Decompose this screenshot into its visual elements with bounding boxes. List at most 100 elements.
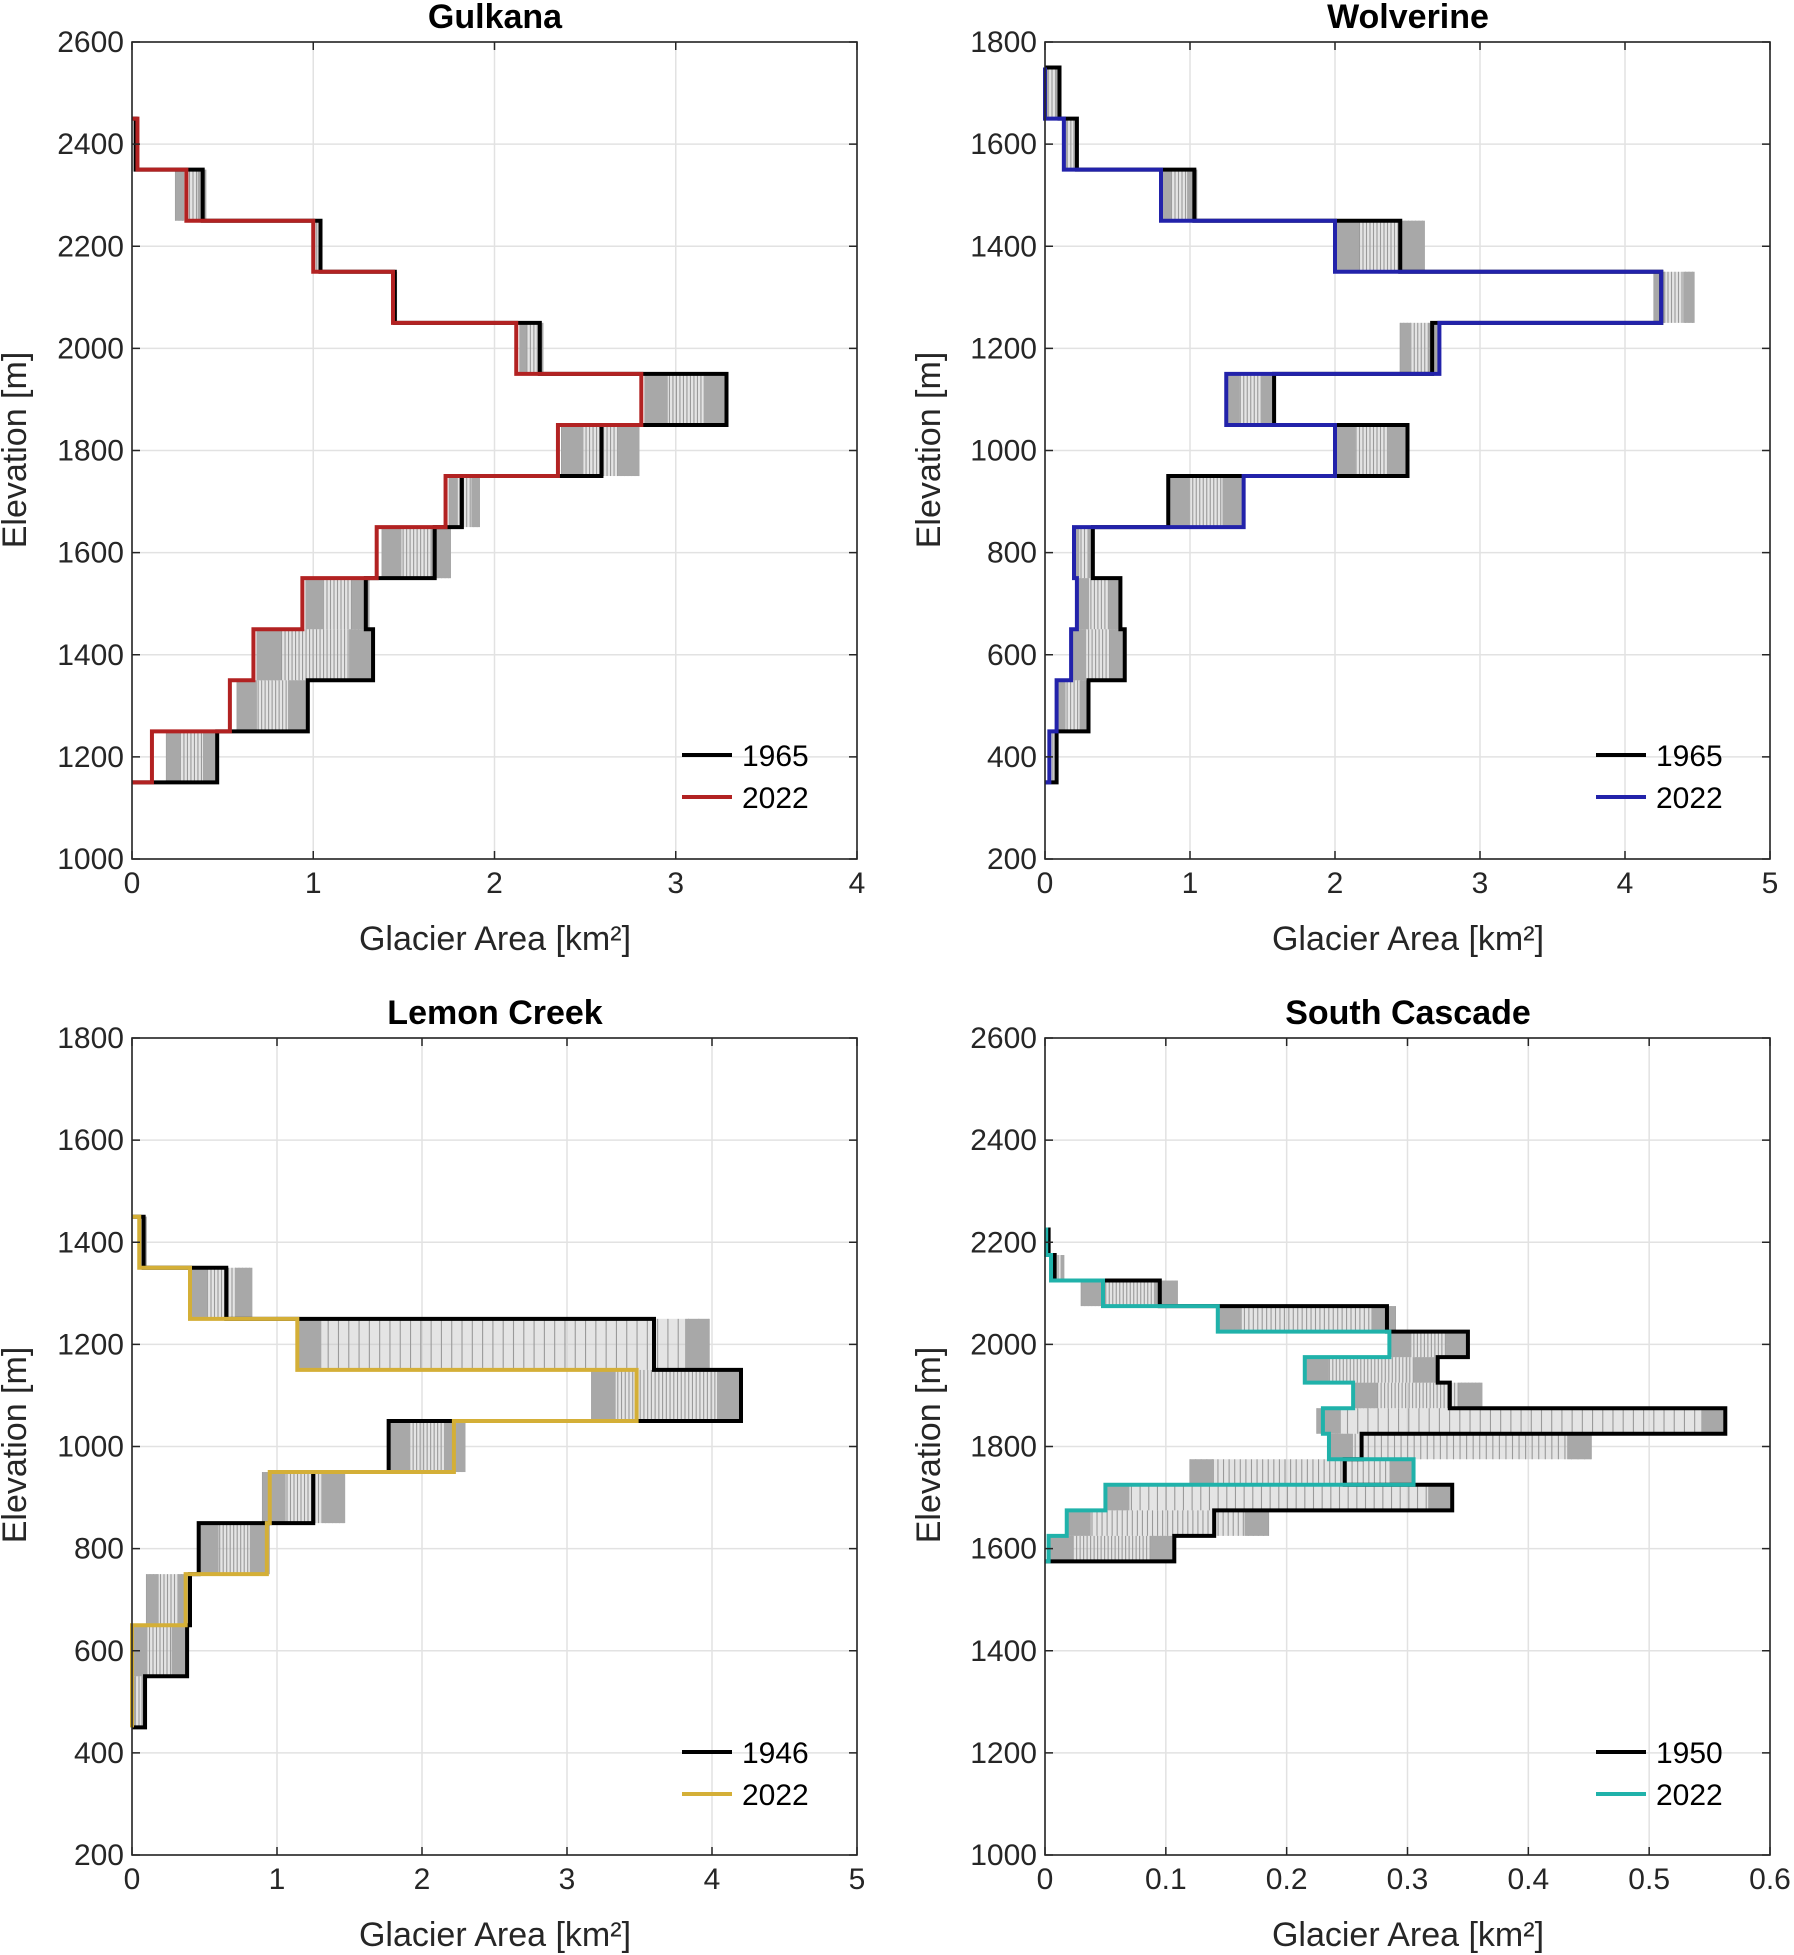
wolverine-x-tick-label-0: 0 <box>1037 867 1054 900</box>
wolverine-change-band-13 <box>1044 67 1060 119</box>
gulkana-change-band-6-high-block <box>617 424 640 477</box>
wolverine-change-band-13-low-block <box>1045 67 1050 119</box>
south-cascade-y-tick-label-5: 2000 <box>970 1328 1037 1361</box>
wolverine-change-band-5-low-block <box>1168 476 1190 528</box>
wolverine-y-tick-label-1: 400 <box>987 741 1037 774</box>
south-cascade-x-tick-label-2: 0.2 <box>1266 1863 1308 1896</box>
south-cascade-series-1950 <box>1045 1227 1728 1564</box>
lemon-creek-y-tick-label-1: 400 <box>74 1737 124 1770</box>
lemon-creek-change-band-2-low-block <box>146 1574 159 1626</box>
lemon-creek-x-tick-label-4: 4 <box>704 1863 721 1896</box>
lemon-creek-legend-label-2: 2022 <box>742 1779 809 1812</box>
south-cascade-y-tick-label-0: 1000 <box>970 1839 1037 1872</box>
gulkana-change-band-2-low-block <box>257 629 282 681</box>
south-cascade-change-band-6-low-block <box>1353 1382 1378 1409</box>
wolverine-y-axis-label: Elevation [m] <box>910 352 948 549</box>
gulkana-legend-label-2: 2022 <box>742 782 809 815</box>
gulkana-change-band-7-low-block <box>644 373 668 425</box>
south-cascade-x-tick-label-0: 0 <box>1037 1863 1054 1896</box>
lemon-creek-series-2022 <box>130 1214 639 1728</box>
lemon-creek-change-band-3 <box>198 1523 270 1575</box>
gulkana-x-tick-label-3: 3 <box>667 867 684 900</box>
wolverine-x-tick-label-1: 1 <box>1182 867 1199 900</box>
south-cascade-change-band-3 <box>1189 1459 1415 1485</box>
lemon-creek-x-tick-label-3: 3 <box>559 1863 576 1896</box>
wolverine-y-tick-label-2: 600 <box>987 639 1037 672</box>
south-cascade-x-tick-label-5: 0.5 <box>1628 1863 1670 1896</box>
gulkana-y-tick-label-6: 2200 <box>57 230 124 263</box>
wolverine-change-band-11-low-block <box>1161 169 1172 221</box>
lemon-creek-y-tick-label-0: 200 <box>74 1839 124 1872</box>
wolverine-legend-label-2: 2022 <box>1656 782 1723 815</box>
wolverine-series-2022 <box>1043 67 1664 785</box>
wolverine-y-tick-label-5: 1200 <box>970 332 1037 365</box>
lemon-creek-x-axis-label: Glacier Area [km²] <box>359 1916 631 1954</box>
wolverine-title: Wolverine <box>1327 0 1489 36</box>
wolverine-series-1965 <box>1045 65 1664 785</box>
wolverine-change-band-7-high-block <box>1260 373 1275 425</box>
gulkana-change-band-2 <box>256 629 374 681</box>
lemon-creek-y-tick-label-6: 1400 <box>57 1226 124 1259</box>
gulkana-change-band-5 <box>448 476 480 528</box>
south-cascade-y-tick-label-8: 2600 <box>970 1022 1037 1055</box>
south-cascade-x-axis-label: Glacier Area [km²] <box>1272 1916 1544 1954</box>
south-cascade-legend: 1950 2022 <box>1596 1737 1723 1812</box>
south-cascade-y-tick-label-7: 2400 <box>970 1124 1037 1157</box>
lemon-creek-change-band-5-low-block <box>388 1420 411 1473</box>
wolverine-change-band-7-low-block <box>1226 373 1240 425</box>
south-cascade-y-tick-label-2: 1400 <box>970 1635 1037 1668</box>
gulkana-legend: 1965 2022 <box>682 740 809 815</box>
lemon-creek-y-tick-label-3: 800 <box>74 1533 124 1566</box>
wolverine-y-tick-label-7: 1600 <box>970 128 1037 161</box>
south-cascade-change-band-2 <box>1104 1484 1453 1511</box>
lemon-creek-x-tick-label-2: 2 <box>414 1863 431 1896</box>
gulkana-y-tick-label-7: 2400 <box>57 128 124 161</box>
south-cascade-change-band-4-low-block <box>1328 1433 1353 1460</box>
south-cascade-change-band-1-low-block <box>1066 1510 1091 1536</box>
south-cascade-change-band-1 <box>1066 1510 1270 1536</box>
wolverine-y-tick-label-8: 1800 <box>970 26 1037 59</box>
wolverine-x-axis-label: Glacier Area [km²] <box>1272 920 1544 958</box>
gulkana-change-band-6-low-block <box>561 424 584 477</box>
lemon-creek-x-tick-label-0: 0 <box>124 1863 141 1896</box>
gulkana-change-band-2-high-block <box>349 629 374 681</box>
wolverine-change-band-7 <box>1225 373 1275 425</box>
gulkana-change-band-5-low-block <box>449 476 458 528</box>
south-cascade-x-tick-label-1: 0.1 <box>1145 1863 1187 1896</box>
south-cascade-change-band-7-high-block <box>1413 1357 1438 1383</box>
lemon-creek-plot-area: 0 1 2 3 4 5 200 400 600 800 1000 1200 1400 1600 1800 <box>57 1022 865 1896</box>
south-cascade-x-tick-label-3: 0.3 <box>1387 1863 1429 1896</box>
gulkana-title: Gulkana <box>428 0 563 36</box>
gulkana-x-tick-label-1: 1 <box>305 867 322 900</box>
gulkana-change-band-0-high-block <box>202 731 218 783</box>
wolverine-x-tick-label-2: 2 <box>1327 867 1344 900</box>
wolverine-change-band-11 <box>1160 169 1198 221</box>
lemon-creek-change-band-1 <box>131 1625 188 1677</box>
gulkana-y-axis-label: Elevation [m] <box>0 352 34 549</box>
lemon-creek-y-tick-label-7: 1600 <box>57 1124 124 1157</box>
wolverine-change-band-1-low-block <box>1056 680 1066 732</box>
gulkana-legend-label-1: 1965 <box>742 740 809 773</box>
gulkana-change-band-8-low-block <box>519 322 527 374</box>
south-cascade-y-tick-label-1: 1200 <box>970 1737 1037 1770</box>
lemon-creek-change-band-7 <box>296 1318 710 1370</box>
lemon-creek-change-band-7-high-block <box>685 1318 710 1370</box>
gulkana-change-band-0 <box>165 731 218 783</box>
lemon-creek-x-tick-label-5: 5 <box>849 1863 866 1896</box>
panel-gulkana: 0 1 2 3 4 1000 1200 1400 1600 1800 2000 2200 2400 260… <box>0 0 865 958</box>
wolverine-x-tick-label-3: 3 <box>1472 867 1489 900</box>
wolverine-x-tick-label-4: 4 <box>1617 867 1634 900</box>
wolverine-change-band-6 <box>1334 424 1408 477</box>
gulkana-y-tick-label-0: 1000 <box>57 843 124 876</box>
gulkana-change-band-7-high-block <box>703 373 727 425</box>
south-cascade-title: South Cascade <box>1285 994 1531 1032</box>
south-cascade-x-tick-label-6: 0.6 <box>1749 1863 1791 1896</box>
gulkana-change-band-1-low-block <box>237 680 257 732</box>
lemon-creek-change-band-7-low-block <box>297 1318 322 1370</box>
gulkana-change-band-0-low-block <box>166 731 181 783</box>
wolverine-change-band-3 <box>1076 578 1121 630</box>
gulkana-y-tick-label-2: 1400 <box>57 639 124 672</box>
south-cascade-change-band-5-high-block <box>1701 1408 1726 1434</box>
south-cascade-change-band-5 <box>1316 1408 1726 1434</box>
